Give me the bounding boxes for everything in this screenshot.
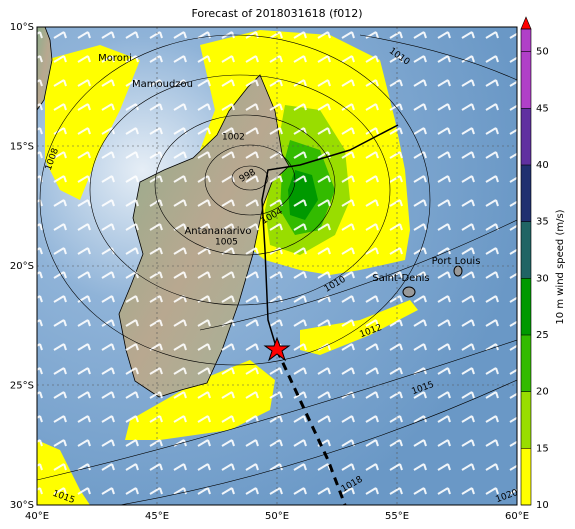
y-tick-label: 20°S xyxy=(10,261,34,272)
contour-label: 1002 xyxy=(222,133,245,143)
colorbar-tick-label: 15 xyxy=(536,443,549,454)
colorbar-tick-label: 20 xyxy=(536,387,549,398)
colorbar-tick-label: 25 xyxy=(536,330,549,341)
place-label: Moroni xyxy=(98,53,132,64)
y-tick-label: 30°S xyxy=(10,500,34,511)
place-label: Antananarivo xyxy=(184,226,251,237)
map-area xyxy=(37,27,517,505)
colorbar-label: 10 m wind speed (m/s) xyxy=(555,209,566,324)
colorbar-segment xyxy=(521,221,531,279)
colorbar-segment xyxy=(521,108,531,165)
colorbar-segment xyxy=(521,448,531,505)
past-track xyxy=(261,124,399,351)
graticule xyxy=(37,27,517,505)
colorbar-segment xyxy=(521,391,531,449)
map-title: Forecast of 2018031618 (f012) xyxy=(191,7,362,20)
y-tick-label: 10°S xyxy=(10,22,34,33)
colorbar-tick-label: 10 xyxy=(536,500,549,511)
colorbar: 10 15 20 25 30 35 40 45 50 10 m wind speed (m/s) xyxy=(520,16,566,511)
colorbar-tick-label: 45 xyxy=(536,103,549,114)
colorbar-tick-label: 30 xyxy=(536,273,549,284)
colorbar-segment xyxy=(521,165,531,222)
y-tick-label: 25°S xyxy=(10,381,34,392)
place-label: Port Louis xyxy=(432,256,481,267)
forecast-track xyxy=(275,349,347,505)
x-tick-label: 50°E xyxy=(265,511,289,522)
y-tick-label: 15°S xyxy=(10,142,34,153)
isobars xyxy=(37,34,517,505)
x-tick-label: 60°E xyxy=(505,511,529,522)
colorbar-tick-label: 50 xyxy=(536,47,549,58)
map-frame xyxy=(36,26,518,506)
x-tick-label: 55°E xyxy=(385,511,409,522)
colorbar-arrow xyxy=(520,16,532,30)
colorbar-tick-label: 40 xyxy=(536,160,549,171)
contour-label: 1005 xyxy=(215,238,238,248)
colorbar-segment xyxy=(521,29,531,109)
colorbar-tick-label: 35 xyxy=(536,217,549,228)
x-tick-label: 40°E xyxy=(25,511,49,522)
x-tick-label: 45°E xyxy=(145,511,169,522)
axes: 40°E 45°E 50°E 55°E 60°E 10°S 15°S 20°S 25°S 30°S xyxy=(10,22,529,522)
colorbar-segment xyxy=(521,278,531,335)
place-labels: Moroni Mamoudzou Antananarivo Saint-Deni… xyxy=(98,53,480,284)
colorbar-segment xyxy=(521,335,531,392)
place-label: Saint-Denis xyxy=(372,273,429,284)
place-label: Mamoudzou xyxy=(132,79,193,90)
storm-position xyxy=(263,336,291,362)
